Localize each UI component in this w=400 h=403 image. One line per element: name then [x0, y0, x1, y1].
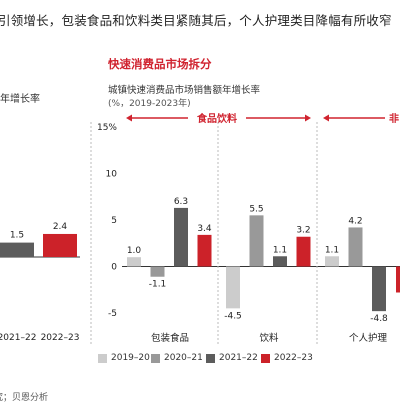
left-category-label: 2021–22 — [0, 333, 36, 343]
legend-item: 2019–20 — [98, 353, 150, 363]
chart-title: 城镇快速消费品市场销售额年增长率 — [108, 85, 261, 96]
legend-label: 2020–21 — [164, 353, 203, 363]
arrow-left-icon — [126, 114, 132, 122]
bar-value-label: 5.5 — [249, 204, 263, 214]
group-header-label: 非 — [389, 112, 399, 125]
bar-2019–20-饮料 — [226, 266, 240, 309]
legend-label: 2022–23 — [274, 353, 313, 363]
bar-value-label: 1.0 — [127, 246, 142, 256]
bar-2022-23-个人护理-partial — [396, 266, 400, 293]
arrow-left-icon — [323, 114, 329, 122]
legend-swatch — [151, 353, 160, 363]
legend-item: 2022–23 — [261, 353, 313, 363]
bar-2019–20-个人护理 — [325, 256, 339, 267]
left-bar-value-label: 1.5 — [10, 231, 24, 241]
y-tick-label: 10 — [106, 170, 118, 180]
left-bar-value-label: 2.4 — [53, 222, 68, 232]
bar-2020–21-饮料 — [249, 215, 264, 267]
left-category-label: 2022–23 — [41, 333, 80, 343]
bar-value-label: 4.2 — [348, 216, 362, 226]
headline: 引领增长，包装食品和饮料类目紧随其后，个人护理类目降幅有所收窄 — [0, 13, 392, 28]
bar-value-label: 1.1 — [273, 245, 287, 255]
bar-2020–21-包装食品 — [150, 266, 165, 277]
legend-item: 2021–22 — [206, 353, 258, 363]
bar-2022–23-包装食品 — [197, 234, 212, 267]
bar-value-label: 3.2 — [296, 226, 310, 236]
bar-2021–22-包装食品 — [174, 207, 188, 267]
y-tick-label: -5 — [108, 309, 117, 319]
bar-value-label: -4.5 — [224, 311, 242, 321]
bar-2021–22-饮料 — [273, 256, 287, 267]
bar-2022–23-饮料 — [296, 236, 311, 267]
market-breakdown-title: 快速消费品市场拆分 — [108, 57, 212, 71]
bar-value-label: 1.1 — [325, 245, 339, 255]
y-tick-label: 0 — [111, 263, 117, 273]
left-chart-subtitle: 年增长率 — [0, 94, 40, 105]
bar-2019–20-包装食品 — [127, 257, 141, 267]
bar-2021–22-个人护理 — [372, 266, 386, 312]
chart-subtitle: (%，2019-2023年) — [108, 99, 191, 109]
legend-swatch — [261, 353, 270, 363]
legend-swatch — [98, 353, 107, 363]
bar-2020–21-个人护理 — [348, 227, 363, 267]
legend-swatch — [206, 353, 215, 363]
source-note: 究；贝恩分析 — [0, 393, 49, 403]
arrow-right-icon — [305, 114, 311, 122]
bar-value-label: -4.8 — [370, 314, 388, 324]
bar-value-label: 6.3 — [174, 197, 188, 207]
bar-value-label: -1.1 — [149, 280, 167, 290]
bar-value-label: 3.4 — [197, 224, 212, 234]
y-tick-label: 15% — [97, 123, 117, 133]
group-header-label: 食品饮料 — [196, 112, 237, 125]
category-label: 个人护理 — [349, 332, 388, 344]
legend-item: 2020–21 — [151, 353, 203, 363]
left-bar-1 — [0, 242, 34, 257]
category-label: 包装食品 — [151, 332, 189, 344]
category-label: 饮料 — [259, 332, 279, 344]
left-bar-2 — [43, 233, 77, 257]
legend-label: 2019–20 — [111, 353, 150, 363]
y-tick-label: 5 — [111, 216, 117, 226]
legend-label: 2021–22 — [219, 353, 258, 363]
